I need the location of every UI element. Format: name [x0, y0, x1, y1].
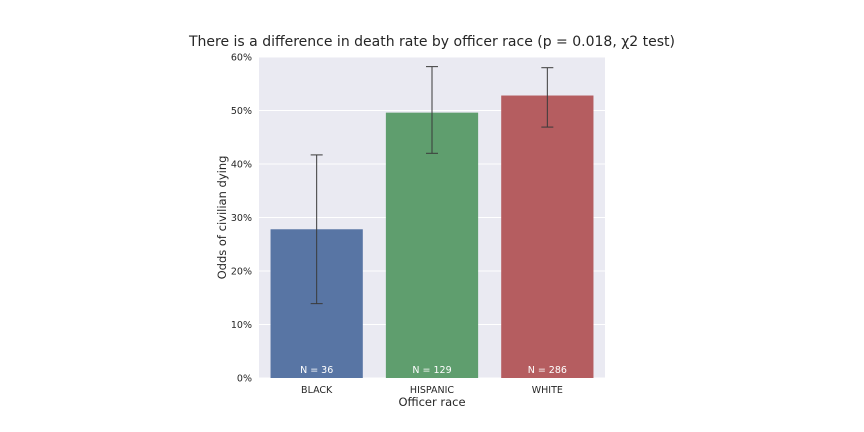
x-tick-labels: BLACK HISPANIC WHITE	[301, 385, 563, 396]
bar-count-label: N = 129	[412, 365, 451, 376]
x-axis-label: Officer race	[398, 395, 465, 409]
x-tick-label: HISPANIC	[410, 385, 455, 396]
y-axis-label: Odds of civilian dying	[215, 156, 229, 280]
bar	[385, 112, 479, 378]
chart-title: There is a difference in death rate by o…	[188, 34, 675, 50]
count-labels-group: N = 36 N = 129 N = 286	[300, 365, 567, 376]
y-tick-label: 0%	[237, 374, 252, 385]
y-tick-label: 20%	[231, 267, 252, 278]
bar-count-label: N = 36	[300, 365, 333, 376]
error-bars-group	[310, 66, 554, 305]
x-tick-label: WHITE	[532, 385, 563, 396]
y-tick-label: 50%	[231, 106, 252, 117]
y-tick-label: 10%	[231, 320, 252, 331]
x-tick-label: BLACK	[301, 385, 333, 396]
bar	[501, 95, 594, 379]
y-tick-label: 60%	[231, 53, 252, 64]
y-tick-labels: 0% 10% 20% 30% 40% 50% 60%	[231, 53, 252, 385]
y-tick-label: 40%	[231, 160, 252, 171]
y-tick-label: 30%	[231, 213, 252, 224]
bar-count-label: N = 286	[528, 365, 567, 376]
